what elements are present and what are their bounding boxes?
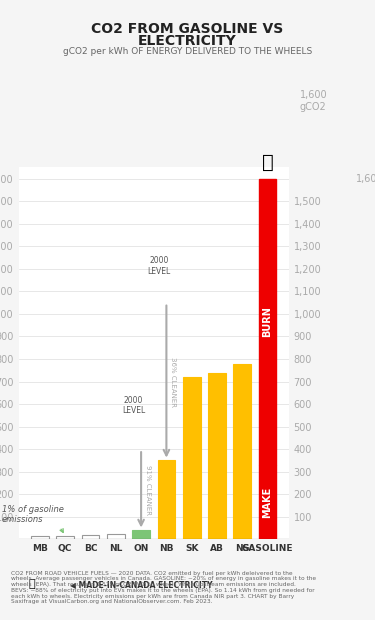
Text: CO2 FROM GASOLINE VS: CO2 FROM GASOLINE VS (92, 22, 284, 36)
Bar (234, 363, 251, 539)
Bar (107, 534, 124, 539)
Text: CO2 FROM ROAD VEHICLE FUELS — 2020 DATA. CO2 emitted by fuel per kWh deleivered : CO2 FROM ROAD VEHICLE FUELS — 2020 DATA.… (11, 570, 316, 604)
Text: 36% CLEANER: 36% CLEANER (170, 356, 176, 407)
Bar (31, 536, 49, 539)
Text: 🚗: 🚗 (262, 153, 273, 172)
Text: BURN: BURN (262, 306, 273, 337)
Text: 2000
LEVEL: 2000 LEVEL (147, 256, 170, 276)
Bar (132, 530, 150, 539)
Text: 🚗: 🚗 (29, 580, 36, 590)
Text: ◀ MADE-IN-CANADA ELECTRICITY: ◀ MADE-IN-CANADA ELECTRICITY (70, 580, 212, 589)
Bar (208, 373, 226, 539)
Bar (259, 179, 276, 465)
Text: 1,600: 1,600 (356, 174, 375, 184)
Text: 2000
LEVEL: 2000 LEVEL (122, 396, 145, 415)
Text: 1% of gasoline
emissions: 1% of gasoline emissions (2, 505, 64, 533)
Bar (158, 461, 175, 539)
Text: MAKE: MAKE (262, 487, 273, 518)
Text: gCO2 per kWh OF ENERGY DELIVERED TO THE WHEELS: gCO2 per kWh OF ENERGY DELIVERED TO THE … (63, 46, 312, 56)
Text: 91% CLEANER: 91% CLEANER (145, 465, 151, 515)
Text: 1,600
gCO2: 1,600 gCO2 (300, 90, 328, 112)
Bar (82, 535, 99, 539)
Bar (183, 377, 201, 539)
Bar (56, 536, 74, 539)
Bar (259, 465, 276, 539)
Text: ELECTRICITY: ELECTRICITY (138, 34, 237, 48)
